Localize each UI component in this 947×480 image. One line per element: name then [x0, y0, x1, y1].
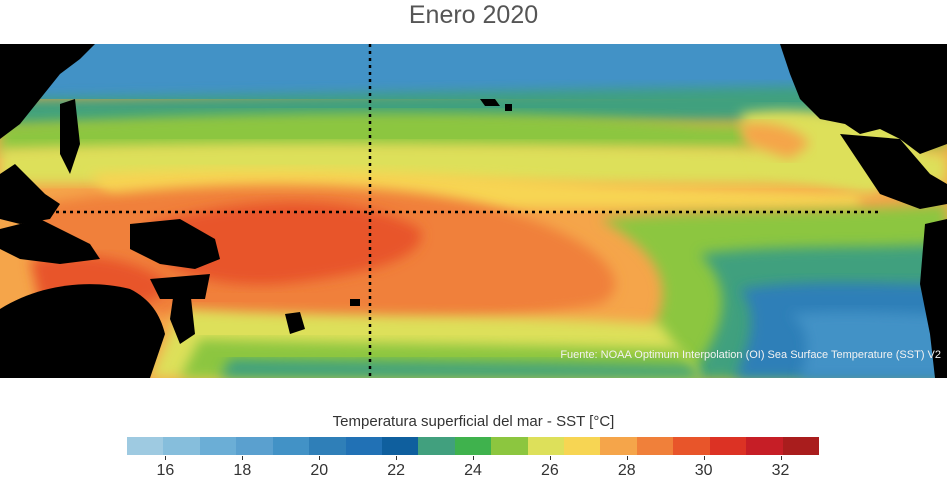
colorbar-swatch	[782, 437, 820, 455]
sst-map-canvas	[0, 44, 947, 378]
colorbar-tick-label: 22	[387, 462, 405, 479]
colorbar-tick-mark	[549, 456, 551, 460]
colorbar-tick-mark	[319, 456, 321, 460]
colorbar-swatch	[163, 437, 200, 455]
colorbar-tick-mark	[626, 456, 628, 460]
colorbar-swatch	[418, 437, 455, 455]
colorbar-swatch	[127, 437, 164, 455]
colorbar-ticks: 16 18 20 22 24 26 28 30 32	[0, 456, 947, 480]
colorbar-swatch	[564, 437, 601, 455]
colorbar-swatch	[709, 437, 747, 455]
sst-map	[0, 44, 947, 378]
colorbar-swatch	[272, 437, 310, 455]
colorbar-swatch	[345, 437, 382, 455]
colorbar-tick-mark	[473, 456, 474, 460]
colorbar-label: Temperatura superficial del mar - SST [°…	[332, 413, 615, 430]
colorbar-tick-label: 28	[617, 462, 636, 479]
colorbar-swatch	[636, 437, 674, 455]
colorbar-swatch	[527, 437, 565, 455]
colorbar-tick-mark	[780, 456, 782, 460]
colorbar-tick-label: 26	[540, 462, 559, 479]
colorbar-tick-mark	[396, 456, 398, 460]
colorbar-swatch	[236, 437, 273, 455]
colorbar-swatch	[454, 437, 492, 455]
land-masses	[0, 44, 947, 378]
colorbar-tick-label: 30	[694, 462, 713, 479]
colorbar-tick-mark	[165, 456, 167, 460]
colorbar-tick-label: 32	[771, 462, 790, 479]
colorbar-tick-label: 20	[310, 462, 329, 479]
colorbar-tick-mark	[703, 456, 705, 460]
source-note: Fuente: NOAA Optimum Interpolation (OI) …	[560, 349, 941, 361]
map-title: Enero 2020	[408, 1, 539, 29]
colorbar-tick-label: 18	[233, 462, 252, 479]
colorbar-swatch	[491, 437, 528, 455]
colorbar-tick-label: 16	[156, 462, 175, 479]
colorbar-swatch	[600, 437, 637, 455]
colorbar-swatch	[673, 437, 710, 455]
colorbar-swatch	[381, 437, 419, 455]
colorbar	[127, 437, 820, 455]
colorbar-tick-mark	[242, 456, 244, 460]
colorbar-swatch	[199, 437, 237, 455]
colorbar-tick-label: 24	[464, 462, 482, 479]
colorbar-swatch	[746, 437, 783, 455]
colorbar-swatch	[309, 437, 346, 455]
